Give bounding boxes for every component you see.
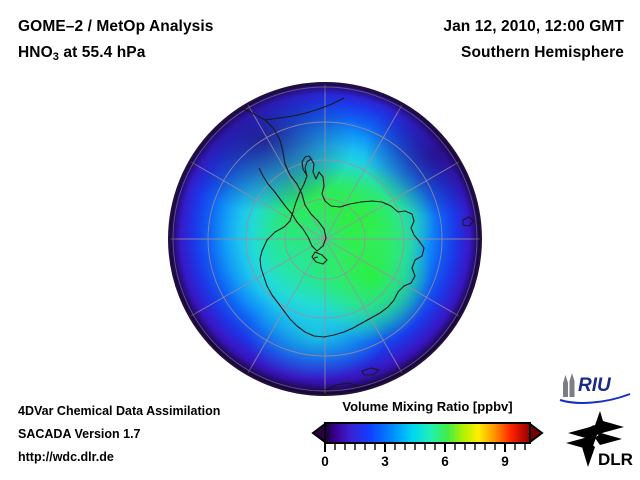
dlr-logo: DLR	[566, 411, 633, 469]
colorbar-extend-high	[529, 422, 544, 444]
species-label: HNO	[18, 44, 53, 61]
dlr-pinwheel-icon	[566, 411, 624, 467]
colorbar-tick-label-9: 9	[501, 454, 509, 468]
globe-map	[166, 80, 484, 398]
riu-spire-icon	[563, 373, 575, 397]
colorbar-minor-ticks	[334, 443, 526, 450]
globe-limb-shading	[169, 83, 481, 395]
colorbar-tick-label-3: 3	[381, 454, 389, 468]
method-label: 4DVar Chemical Data Assimilation	[18, 404, 221, 418]
riu-wordmark: RIU	[578, 375, 612, 396]
version-label: SACADA Version 1.7	[18, 427, 141, 441]
footer-left-block: 4DVar Chemical Data Assimilation SACADA …	[18, 400, 318, 469]
globe-outline	[168, 82, 482, 396]
colorbar-major-ticks	[324, 443, 506, 452]
colorbar-title: Volume Mixing Ratio [ppbv]	[342, 399, 513, 414]
header-left-block: GOME–2 / MetOp Analysis HNO3 at 55.4 hPa	[18, 14, 348, 70]
species-subscript: 3	[52, 51, 59, 63]
header-right-block: Jan 12, 2010, 12:00 GMT Southern Hemisph…	[294, 14, 624, 66]
hemisphere-label: Southern Hemisphere	[461, 44, 624, 61]
analysis-title: GOME–2 / MetOp Analysis	[18, 18, 214, 35]
riu-wave-icon	[559, 393, 631, 404]
colorbar-tick-label-0: 0	[321, 454, 329, 468]
species-pressure-title: HNO3 at 55.4 hPa	[18, 40, 348, 70]
datetime-label: Jan 12, 2010, 12:00 GMT	[443, 18, 624, 35]
colorbar-gradient	[324, 422, 531, 444]
colorbar-block: Volume Mixing Ratio [ppbv]	[310, 399, 545, 469]
colorbar-extend-low	[311, 422, 326, 444]
colorbar-tick-label-6: 6	[441, 454, 449, 468]
globe-field	[169, 83, 481, 395]
dlr-wordmark: DLR	[598, 450, 633, 469]
riu-logo: RIU	[559, 373, 631, 404]
website-url[interactable]: http://wdc.dlr.de	[18, 450, 114, 464]
pressure-level-label: at 55.4 hPa	[58, 44, 146, 61]
colorbar-svg: 0 3 6 9	[311, 422, 544, 468]
